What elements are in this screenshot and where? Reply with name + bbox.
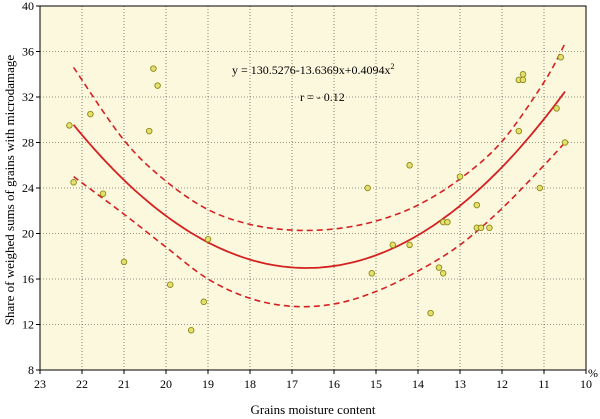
data-point [200, 298, 208, 306]
data-point [473, 201, 481, 209]
y-tick-label: 20 [22, 227, 34, 241]
data-point [368, 270, 376, 277]
x-tick-label: 14 [412, 377, 424, 391]
data-point [486, 224, 493, 232]
data-point [364, 184, 371, 192]
y-tick-label: 8 [28, 363, 34, 377]
data-point [477, 224, 485, 232]
data-point [536, 184, 544, 192]
confidence-band [72, 43, 566, 308]
data-point [444, 218, 451, 226]
y-tick-label: 16 [22, 272, 34, 286]
data-point [519, 76, 527, 84]
data-point [154, 82, 161, 89]
data-point [435, 264, 443, 271]
x-tick-label: 22 [76, 377, 88, 391]
data-point [515, 127, 523, 135]
data-point [145, 127, 153, 135]
x-axis-unit: % [588, 366, 598, 380]
x-tick-label: 18 [244, 377, 256, 391]
data-point [406, 241, 413, 249]
y-tick-label: 12 [22, 318, 34, 332]
x-tick-label: 12 [496, 377, 508, 391]
x-tick-label: 20 [160, 377, 172, 391]
upper-confidence-line [72, 43, 566, 232]
gridlines [40, 6, 586, 370]
x-tick-label: 16 [328, 377, 340, 391]
data-point [187, 326, 195, 334]
fit-line-group [72, 91, 566, 269]
data-point [120, 258, 128, 266]
y-tick-label: 40 [22, 0, 34, 13]
x-tick-label: 17 [286, 377, 298, 391]
data-point [150, 65, 157, 72]
equation-annotation: y = 130.5276-13.6369x+0.4094x2 [232, 62, 395, 77]
data-point [87, 110, 94, 118]
data-point [456, 173, 464, 180]
r-annotation: r = - 0.12 [300, 90, 345, 104]
data-point [166, 281, 174, 288]
data-point [204, 235, 212, 243]
x-tick-label: 10 [580, 377, 592, 391]
equation-text: y = 130.5276-13.6369x+0.4094x [232, 63, 391, 77]
data-point [406, 162, 413, 169]
data-point [519, 71, 527, 78]
y-axis-label: Share of weighed sums of grains with mic… [2, 55, 17, 326]
data-point [557, 53, 565, 61]
data-point [439, 270, 447, 277]
x-tick-label: 19 [202, 377, 214, 391]
x-tick-label: 11 [538, 377, 550, 391]
y-tick-label: 28 [22, 136, 34, 150]
data-point [70, 179, 77, 186]
x-tick-label: 23 [34, 377, 46, 391]
y-tick-label: 36 [22, 45, 34, 59]
data-point [389, 241, 397, 249]
x-tick-label: 13 [454, 377, 466, 391]
data-point [561, 139, 569, 146]
y-tick-label: 24 [22, 181, 34, 195]
fit-line [72, 91, 566, 269]
data-points [66, 53, 569, 334]
equation-exponent: 2 [391, 62, 395, 71]
data-point [553, 105, 560, 112]
data-point [66, 122, 73, 129]
x-axis-ticks: 23 22 21 20 19 18 17 16 15 14 13 12 11 10 [34, 370, 592, 391]
y-tick-label: 32 [22, 90, 34, 104]
y-axis-ticks: 8 12 16 20 24 28 32 36 40 [22, 0, 40, 377]
data-point [427, 309, 434, 317]
lower-confidence-line [73, 141, 566, 308]
x-tick-label: 21 [118, 377, 130, 391]
x-tick-label: 15 [370, 377, 382, 391]
data-point [99, 190, 107, 197]
x-axis-label: Grains moisture content [251, 402, 376, 417]
